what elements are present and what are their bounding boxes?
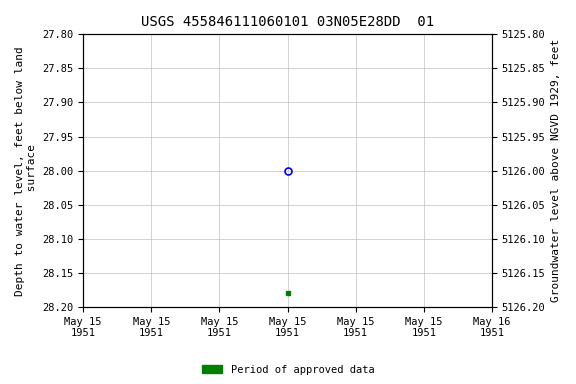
Title: USGS 455846111060101 03N05E28DD  01: USGS 455846111060101 03N05E28DD 01 xyxy=(141,15,434,29)
Legend: Period of approved data: Period of approved data xyxy=(198,361,378,379)
Y-axis label: Depth to water level, feet below land
 surface: Depth to water level, feet below land su… xyxy=(15,46,37,296)
Y-axis label: Groundwater level above NGVD 1929, feet: Groundwater level above NGVD 1929, feet xyxy=(551,39,561,302)
